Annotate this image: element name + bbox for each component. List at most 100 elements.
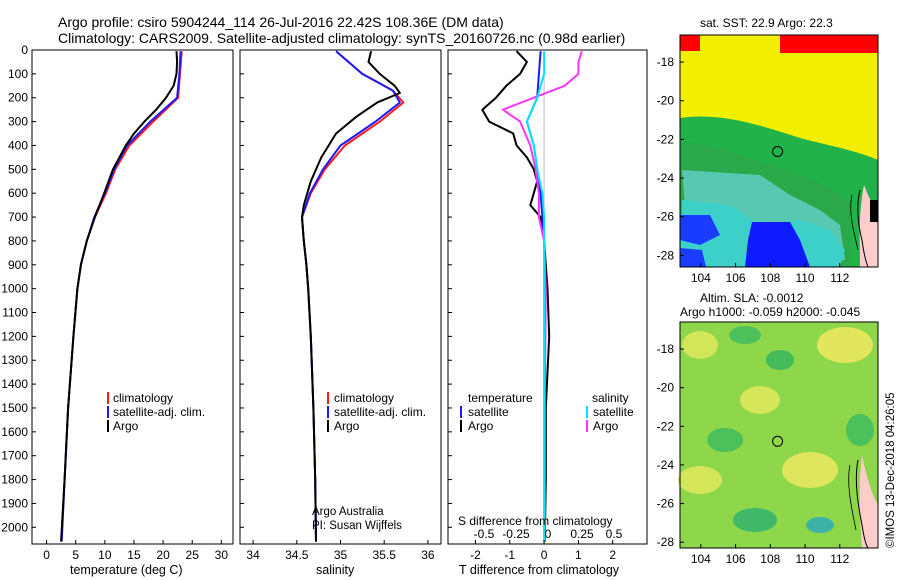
salinity-curves bbox=[301, 50, 405, 542]
sst-cold-patch bbox=[745, 222, 810, 267]
depth-tick-label: 1500 bbox=[1, 401, 28, 415]
x-tick-label: 5 bbox=[72, 548, 79, 562]
sla-profile-marker bbox=[772, 435, 784, 447]
x-tick-label: 2 bbox=[609, 548, 616, 562]
lon-tick-label: 112 bbox=[830, 271, 849, 285]
sla-map-frame bbox=[679, 321, 879, 549]
salinity-credit-line-1: Argo Australia bbox=[312, 506, 384, 518]
temperature-plot-frame bbox=[31, 49, 234, 545]
x-tick-label: 25 bbox=[186, 548, 200, 562]
sst-coastal-detail bbox=[870, 200, 878, 222]
lat-tick-label: -26 bbox=[657, 497, 675, 511]
s-scale-tick-label: -0.25 bbox=[502, 527, 530, 541]
sla-coastline bbox=[855, 459, 869, 549]
sst-cold-patch bbox=[680, 248, 706, 267]
temperature-axis-label: temperature (deg C) bbox=[70, 563, 183, 577]
legend-label-s-argo: Argo bbox=[593, 419, 619, 433]
lon-tick-label: 108 bbox=[760, 552, 780, 566]
sla-positive-anomaly bbox=[678, 466, 722, 494]
x-tick-label: 34 bbox=[246, 548, 260, 562]
lon-tick-label: 110 bbox=[795, 552, 814, 566]
difference-curves bbox=[481, 50, 583, 544]
sst-map-axes: -18 -20 -22 -24 -26 -28 104 106 108 110 112 bbox=[657, 55, 850, 285]
sla-negative-anomaly bbox=[729, 326, 761, 344]
depth-tick-label: 1800 bbox=[1, 473, 28, 487]
x-tick-label: 30 bbox=[215, 548, 229, 562]
series-line-temperature-argo bbox=[481, 50, 551, 542]
s-scale-tick-label: 0.5 bbox=[606, 527, 623, 541]
lon-tick-label: 106 bbox=[726, 552, 746, 566]
depth-tick-label: 1400 bbox=[1, 377, 28, 391]
salinity-axis-label: salinity bbox=[316, 563, 355, 577]
lat-tick-label: -18 bbox=[657, 55, 675, 69]
x-tick-label: 0 bbox=[541, 548, 548, 562]
sla-positive-anomaly bbox=[817, 327, 873, 363]
imos-credit: ©IMOS 13-Dec-2018 04:26:05 bbox=[885, 392, 897, 548]
salinity-plot-frame bbox=[239, 49, 442, 545]
lat-tick-label: -28 bbox=[657, 535, 675, 549]
sst-map-title: sat. SST: 22.9 Argo: 22.3 bbox=[700, 16, 833, 30]
lat-tick-label: -26 bbox=[657, 210, 675, 224]
sla-negative-anomaly bbox=[733, 508, 777, 532]
sst-warm-patch bbox=[680, 35, 700, 51]
legend-label-argo: Argo bbox=[334, 419, 360, 433]
s-scale-tick-label: -0.5 bbox=[474, 527, 495, 541]
lat-tick-label: -24 bbox=[657, 171, 675, 185]
lat-tick-label: -18 bbox=[657, 342, 675, 356]
x-tick-label: 15 bbox=[127, 548, 141, 562]
sst-map-frame bbox=[679, 34, 879, 268]
depth-tick-label: 800 bbox=[8, 234, 28, 248]
depth-tick-label: 1200 bbox=[1, 329, 28, 343]
depth-tick-label: 300 bbox=[8, 115, 28, 129]
sla-land bbox=[859, 455, 878, 548]
depth-tick-label: 900 bbox=[8, 258, 28, 272]
sla-bathymetry-contour bbox=[848, 464, 857, 531]
difference-x-axis: -2 -1 0 1 2 bbox=[448, 49, 616, 562]
depth-tick-label: 100 bbox=[8, 67, 28, 81]
depth-tick-label: 1100 bbox=[2, 306, 28, 320]
x-tick-label: 20 bbox=[156, 548, 170, 562]
s-difference-title: S difference from climatology bbox=[458, 514, 613, 528]
lat-tick-label: -24 bbox=[657, 458, 675, 472]
lon-tick-label: 108 bbox=[760, 271, 780, 285]
depth-tick-label: 2000 bbox=[1, 520, 28, 534]
lon-tick-label: 110 bbox=[795, 271, 814, 285]
legend-heading-salinity: salinity bbox=[592, 391, 629, 405]
salinity-legend: climatology satellite-adj. clim. Argo bbox=[327, 391, 426, 433]
x-tick-label: -2 bbox=[470, 548, 481, 562]
sst-coastline bbox=[857, 189, 869, 268]
legend-label-s-satellite: satellite bbox=[593, 405, 634, 419]
difference-legend: temperature salinity satellite Argo sate… bbox=[460, 391, 634, 433]
x-tick-label: 1 bbox=[575, 548, 582, 562]
lon-tick-label: 104 bbox=[691, 552, 711, 566]
sla-map-title-2: Argo h1000: -0.059 h2000: -0.045 bbox=[680, 305, 860, 319]
difference-plot-frame bbox=[447, 49, 648, 545]
x-tick-label: 35 bbox=[334, 548, 348, 562]
x-tick-label: 0 bbox=[43, 548, 50, 562]
sla-map bbox=[678, 321, 879, 549]
series-line-argo bbox=[60, 51, 179, 542]
legend-label-t-argo: Argo bbox=[468, 419, 494, 433]
x-tick-label: 36 bbox=[421, 548, 435, 562]
sst-warm-patch bbox=[780, 35, 878, 53]
series-line-salinity-argo bbox=[501, 50, 583, 542]
depth-tick-label: 1900 bbox=[1, 496, 28, 510]
depth-tick-label: 500 bbox=[8, 162, 28, 176]
lat-tick-label: -22 bbox=[657, 419, 675, 433]
sla-map-title-1: Altim. SLA: -0.0012 bbox=[700, 291, 804, 305]
sst-land bbox=[859, 185, 878, 267]
salinity-x-axis: 34 34.5 35 35.5 36 bbox=[240, 49, 435, 562]
depth-axis: 0 100 200 300 400 500 600 700 800 900 1000 1100 1200… bbox=[1, 43, 36, 534]
lat-tick-label: -20 bbox=[657, 381, 675, 395]
depth-tick-label: 1600 bbox=[1, 425, 28, 439]
depth-tick-label: 1300 bbox=[1, 353, 28, 367]
sst-profile-marker bbox=[772, 146, 784, 157]
x-tick-label: 10 bbox=[98, 548, 112, 562]
lon-tick-label: 112 bbox=[830, 552, 849, 566]
depth-tick-label: 600 bbox=[8, 186, 28, 200]
series-line-argo bbox=[301, 50, 401, 542]
legend-label-t-satellite: satellite bbox=[468, 405, 509, 419]
s-scale-tick-label: 0 bbox=[545, 527, 552, 541]
